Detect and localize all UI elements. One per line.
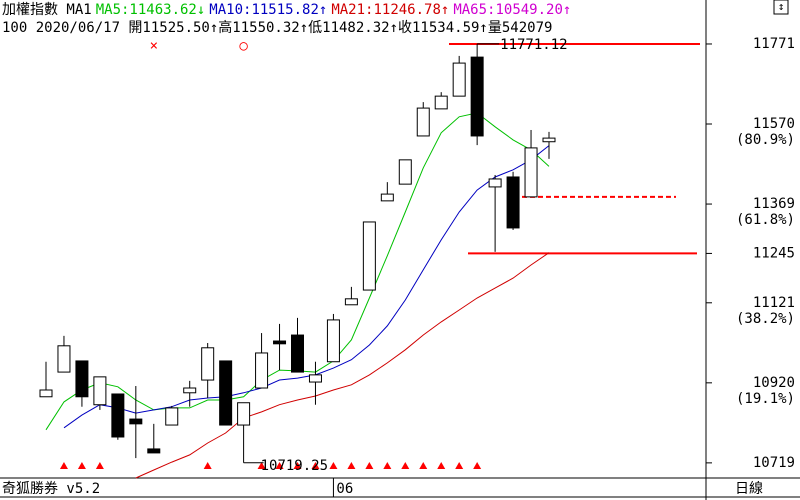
candle-body xyxy=(219,360,233,426)
signal-triangle xyxy=(257,462,266,469)
candle-body xyxy=(75,360,89,398)
legend-entry: MA5:11463.62↓ xyxy=(96,2,206,18)
candle-body xyxy=(362,221,376,291)
signal-triangle xyxy=(383,462,392,469)
candle-body xyxy=(237,402,251,426)
candle-body xyxy=(291,334,304,373)
candle-body xyxy=(524,147,538,198)
candle-body xyxy=(470,56,484,137)
signal-triangle xyxy=(437,462,446,469)
candle-body xyxy=(434,95,448,110)
y-tick-label: 11570 xyxy=(753,116,795,132)
signal-triangle xyxy=(203,462,212,469)
ma-line xyxy=(63,145,550,429)
retracement-label: (38.2%) xyxy=(736,311,795,327)
candle-body xyxy=(380,193,394,202)
y-tick-label: 11121 xyxy=(753,295,795,311)
candle-body xyxy=(326,319,340,363)
candle-body xyxy=(129,418,143,425)
legend-entry: MA65:10549.20↑ xyxy=(453,2,571,18)
corner-box[interactable] xyxy=(773,0,789,15)
candle-body xyxy=(165,407,179,426)
legend-entry: MA21:11246.78↑ xyxy=(331,2,449,18)
candle-body xyxy=(111,393,125,438)
signal-triangle xyxy=(347,462,356,469)
signal-triangle xyxy=(293,462,302,469)
annotation: 10719.25 xyxy=(261,458,328,474)
retracement-label: (80.9%) xyxy=(736,132,795,148)
signal-triangle xyxy=(77,462,86,469)
marker: ○ xyxy=(239,38,248,54)
signal-triangle xyxy=(473,462,482,469)
candle-body xyxy=(344,298,358,306)
candle-body xyxy=(255,352,269,389)
candle-body xyxy=(57,345,71,373)
signal-triangle xyxy=(455,462,464,469)
y-tick-label: 11771 xyxy=(753,36,795,52)
retracement-label: (19.1%) xyxy=(736,391,795,407)
candle-body xyxy=(542,137,556,143)
candle-body xyxy=(308,374,322,383)
candle-body xyxy=(416,107,430,137)
candle-body xyxy=(39,389,53,398)
signal-triangle xyxy=(95,462,104,469)
footer-left: 奇狐勝券 v5.2 xyxy=(2,480,100,497)
candle-body xyxy=(183,387,197,394)
info-line: 100 2020/06/17 開11525.50↑高11550.32↑低1148… xyxy=(2,19,552,36)
title: 加權指數 MA1 xyxy=(2,2,92,18)
x-tick-label: 06 xyxy=(336,481,353,497)
signal-triangle xyxy=(329,462,338,469)
candle-body xyxy=(452,62,466,97)
candle-body xyxy=(93,376,107,406)
footer-right: 日線 xyxy=(735,481,763,497)
signal-triangle xyxy=(401,462,410,469)
ma-line xyxy=(135,252,550,479)
signal-triangle xyxy=(311,462,320,469)
signal-triangle xyxy=(365,462,374,469)
candle-body xyxy=(398,159,412,185)
candle-body xyxy=(273,340,287,345)
candle-body xyxy=(506,176,520,229)
candle-body xyxy=(488,178,502,188)
legend: 加權指數 MA1 MA5:11463.62↓ MA10:11515.82↑ MA21:… xyxy=(2,2,571,18)
corner-icon[interactable]: ↕ xyxy=(778,0,785,13)
marker: × xyxy=(150,38,158,54)
y-tick-label: 10920 xyxy=(753,375,795,391)
y-tick-label: 11245 xyxy=(753,245,795,261)
retracement-label: (61.8%) xyxy=(736,212,795,228)
y-tick-label: 10719 xyxy=(753,455,795,471)
legend-entry: MA10:11515.82↑ xyxy=(209,2,327,18)
signal-triangle xyxy=(419,462,428,469)
annotation: 11771.12 xyxy=(500,37,567,53)
candle-body xyxy=(201,347,215,381)
signal-triangle xyxy=(59,462,68,469)
signal-triangle xyxy=(275,462,284,469)
candle-body xyxy=(147,448,161,454)
y-tick-label: 11369 xyxy=(753,196,795,212)
